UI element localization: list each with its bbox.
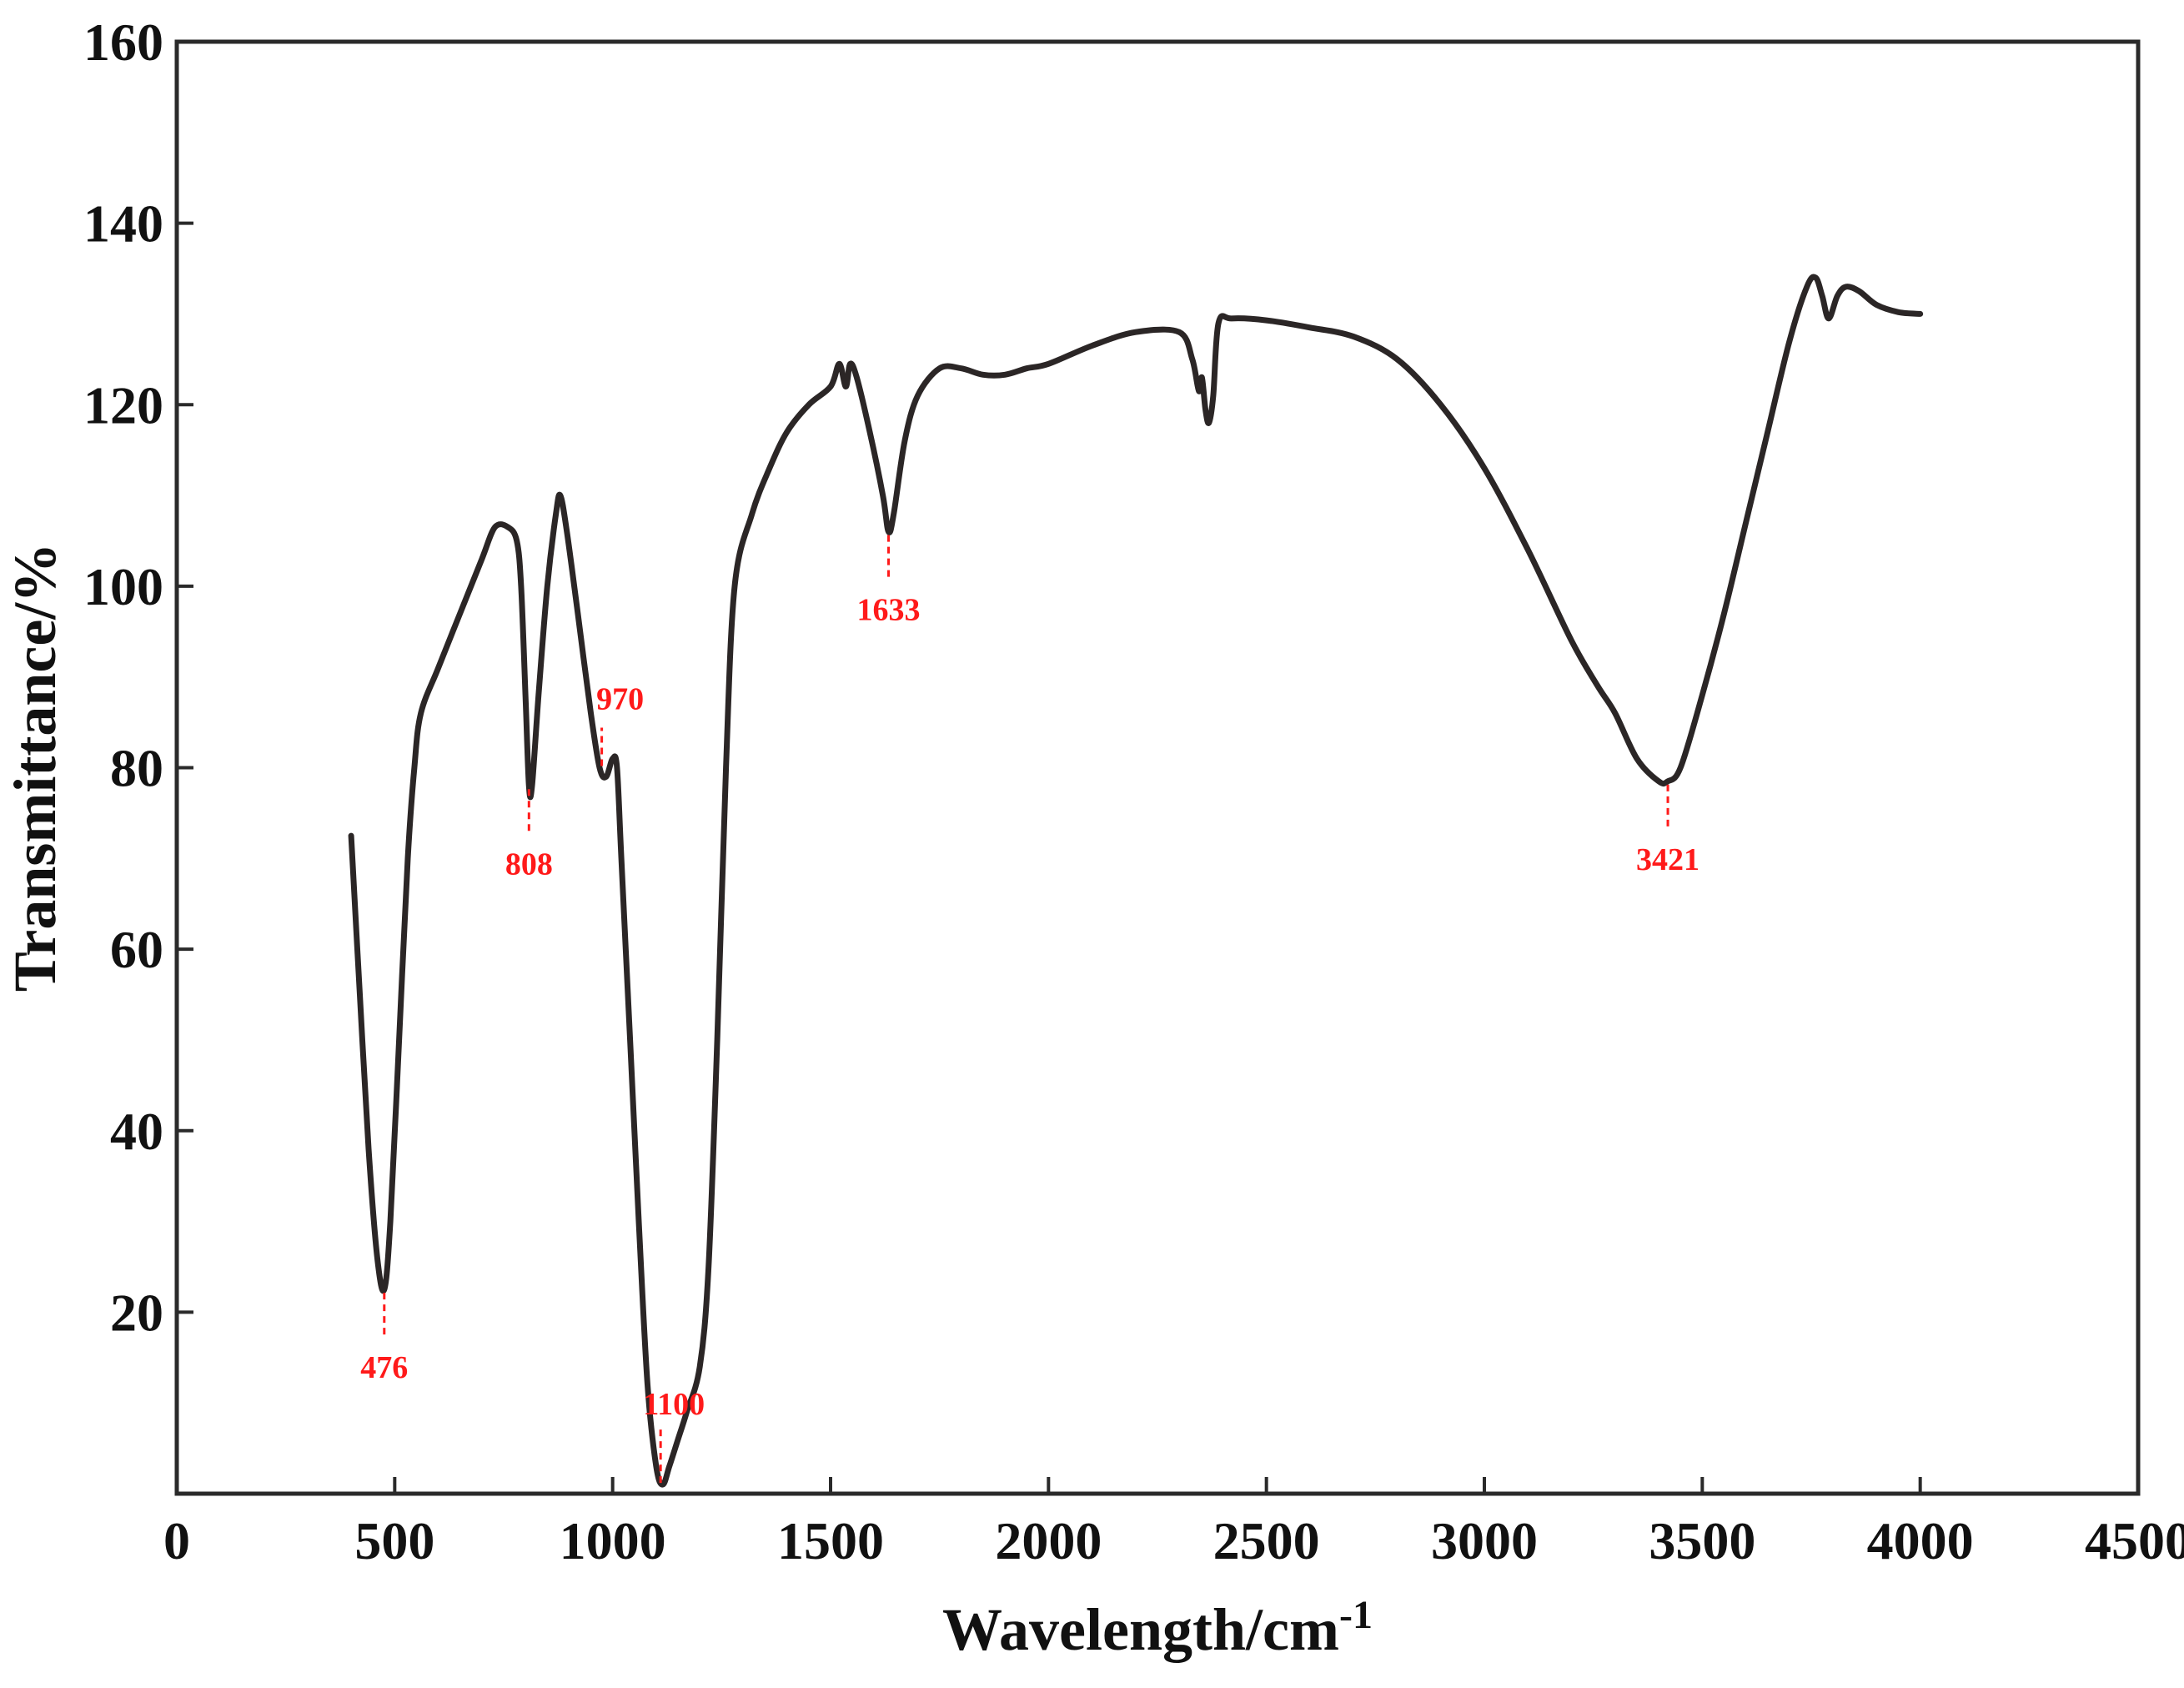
y-axis-title: Transmittance/% xyxy=(2,543,68,992)
y-axis-ticks: 20 40 60 80 100 120 140 160 xyxy=(83,13,193,1342)
x-tick-label: 1500 xyxy=(777,1511,884,1570)
peak-label-3421: 3421 xyxy=(1636,842,1700,877)
y-tick-label: 140 xyxy=(83,194,163,254)
peak-label-1633: 1633 xyxy=(857,593,921,628)
peak-label-1100: 1100 xyxy=(643,1387,705,1422)
y-tick-label: 40 xyxy=(110,1102,163,1161)
x-tick-label: 0 xyxy=(163,1511,190,1570)
x-tick-label: 4000 xyxy=(1867,1511,1974,1570)
plot-frame xyxy=(174,39,2141,1496)
x-axis-title-superscript: -1 xyxy=(1339,1593,1373,1637)
peak-label-808: 808 xyxy=(505,847,553,882)
x-tick-label: 2000 xyxy=(995,1511,1102,1570)
y-tick-label: 20 xyxy=(110,1283,163,1342)
x-tick-label: 3000 xyxy=(1431,1511,1538,1570)
x-tick-label: 4500 xyxy=(2085,1511,2184,1570)
x-tick-label: 3500 xyxy=(1649,1511,1755,1570)
series-line-ftir xyxy=(348,274,1924,1488)
y-tick-label: 80 xyxy=(110,739,163,798)
peak-label-970: 970 xyxy=(596,682,644,717)
x-tick-label: 2500 xyxy=(1213,1511,1320,1570)
x-axis-ticks: 0 500 1000 1500 2000 2500 3000 3500 4000 4500 xyxy=(163,1477,2184,1570)
x-tick-label: 500 xyxy=(354,1511,434,1570)
series-group xyxy=(348,274,1924,1488)
y-tick-label: 100 xyxy=(83,557,163,616)
y-tick-label: 120 xyxy=(83,375,163,435)
y-tick-label: 60 xyxy=(110,920,163,979)
y-tick-label: 160 xyxy=(83,13,163,72)
x-tick-label: 1000 xyxy=(560,1511,666,1570)
peak-annotations: 476 808 970 1100 1633 3421 xyxy=(360,535,1700,1484)
peak-label-476: 476 xyxy=(360,1350,408,1385)
x-axis-title: Wavelength/cm-1 xyxy=(942,1593,1373,1663)
